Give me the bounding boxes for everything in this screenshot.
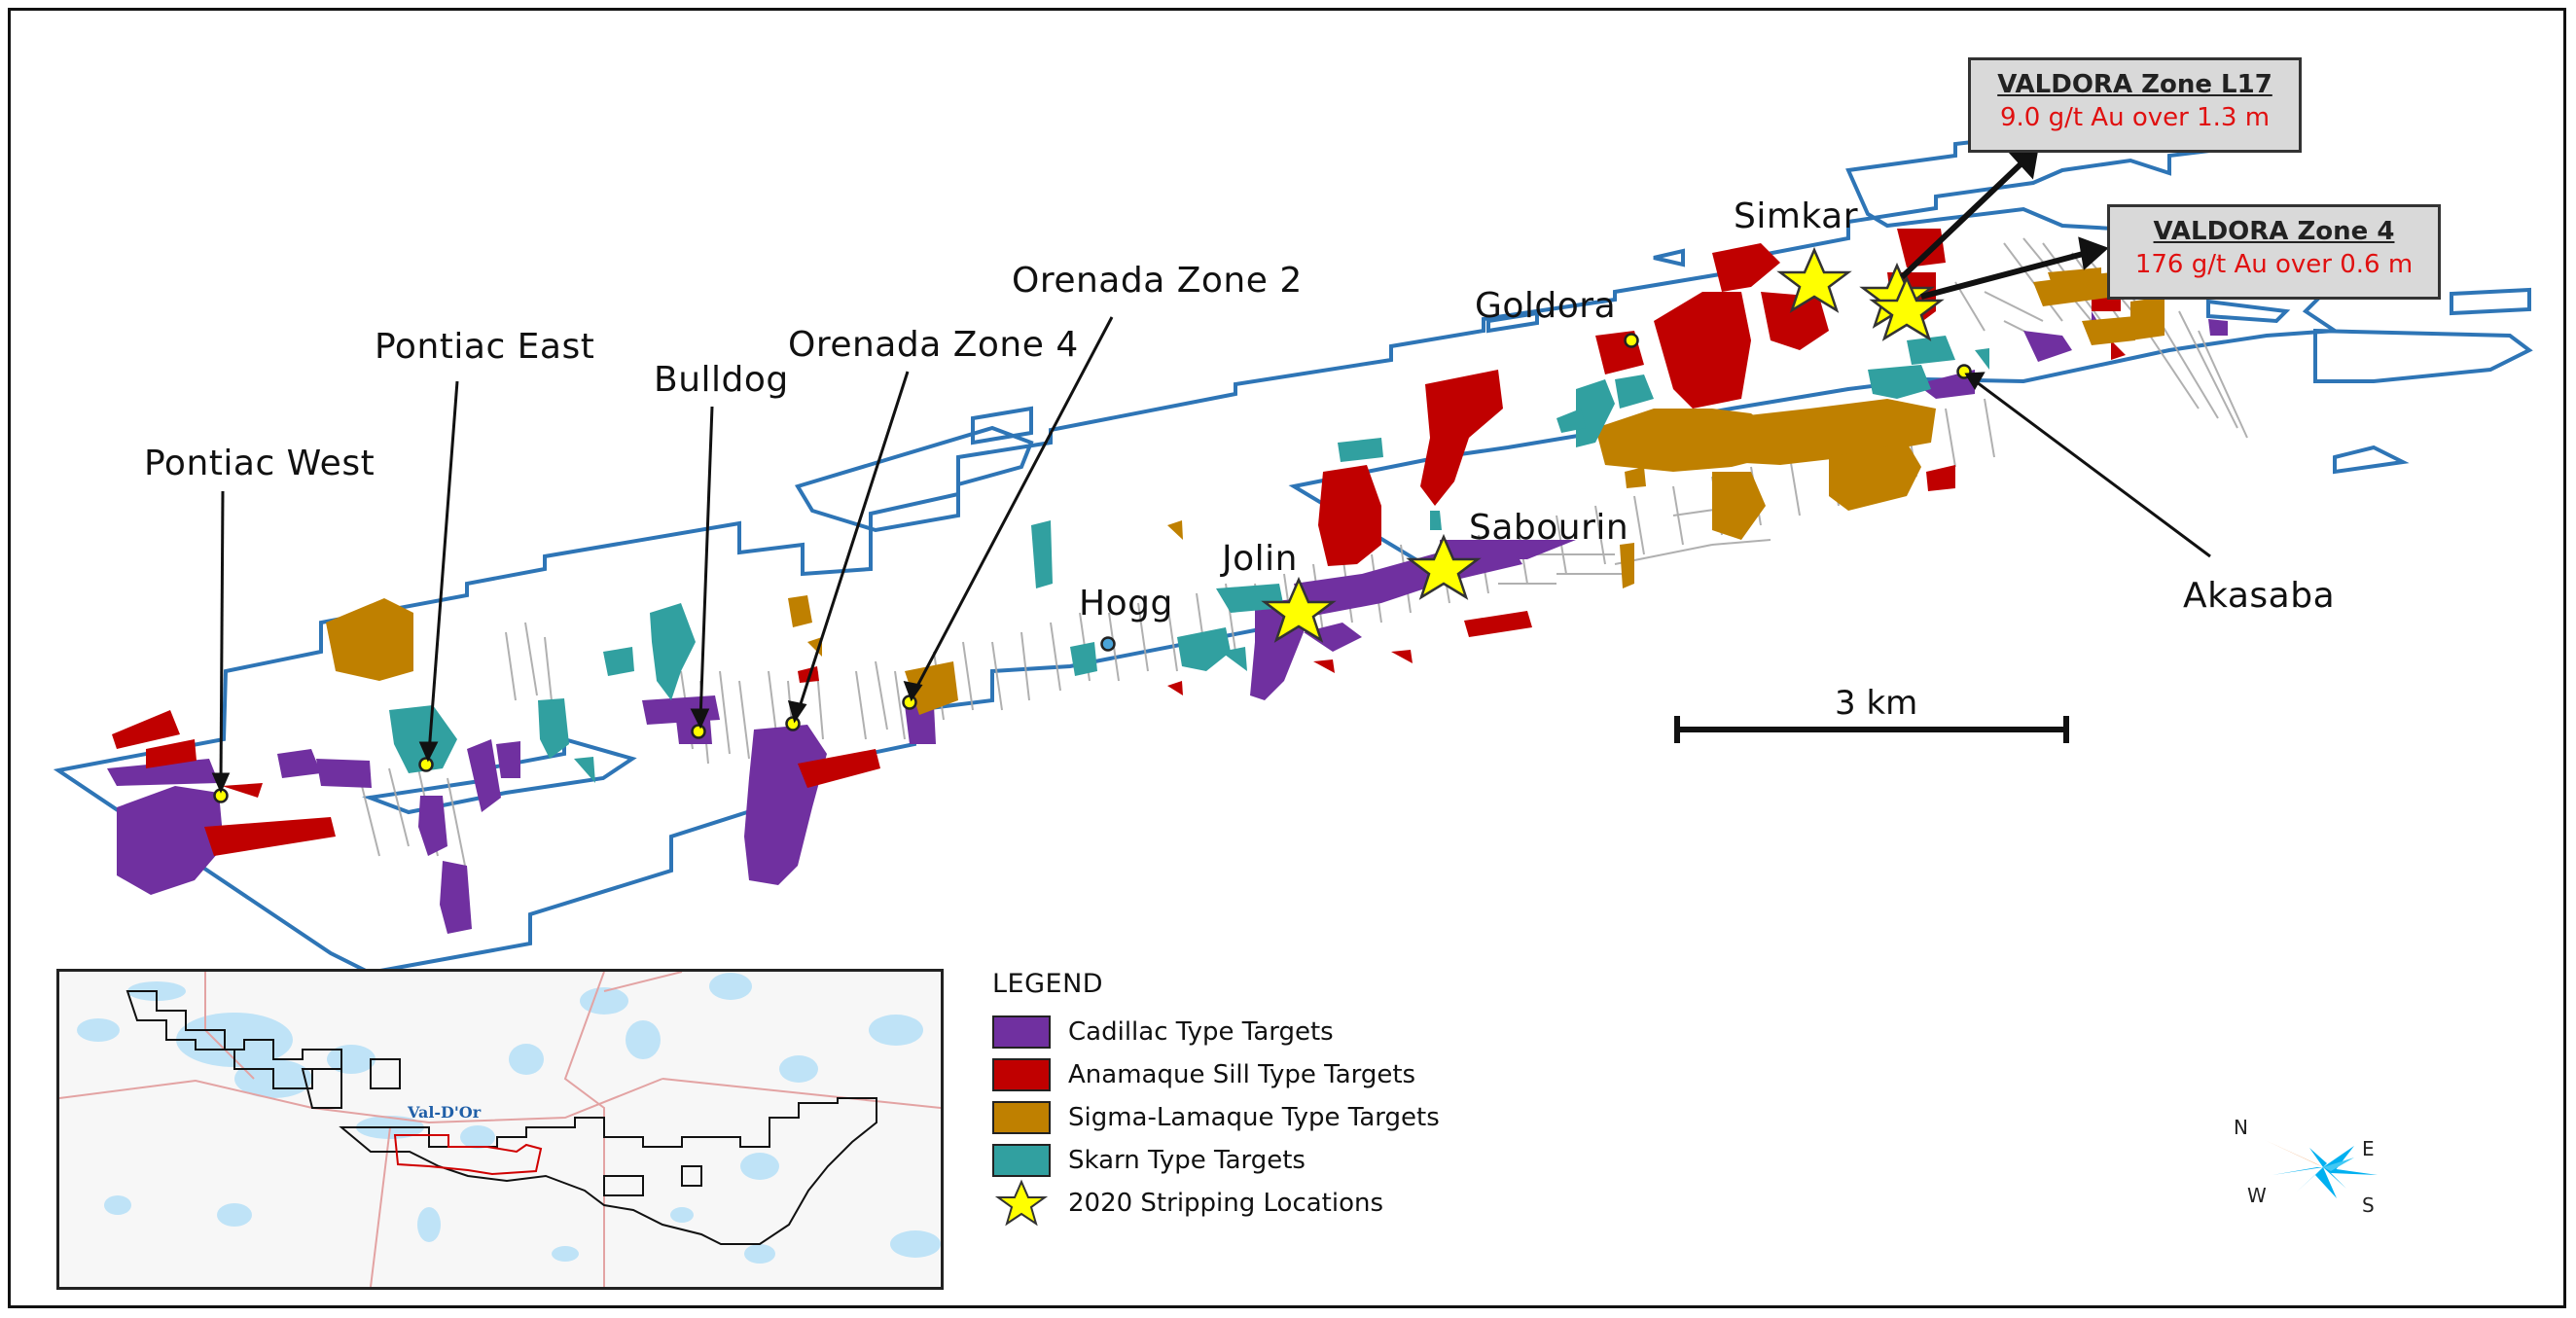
sample-point-pontiac-east bbox=[418, 757, 434, 772]
legend-swatch-anamaque bbox=[992, 1058, 1051, 1091]
legend-label-cadillac: Cadillac Type Targets bbox=[1068, 1017, 1334, 1047]
inset-map: Val-D'Or bbox=[56, 969, 944, 1290]
inset-town-label: Val-D'Or bbox=[407, 1103, 482, 1122]
star-jolin bbox=[1261, 576, 1337, 643]
compass-e: E bbox=[2362, 1137, 2375, 1160]
label-goldora: Goldora bbox=[1475, 286, 1616, 326]
legend-item-sigma-lamaque: Sigma-Lamaque Type Targets bbox=[992, 1096, 1537, 1139]
callout-valdora-l17: VALDORA Zone L17 9.0 g/t Au over 1.3 m bbox=[1968, 57, 2302, 153]
label-jolin: Jolin bbox=[1220, 539, 1298, 579]
leader-lines bbox=[211, 316, 2211, 794]
legend-swatch-sigma-lamaque bbox=[992, 1101, 1051, 1134]
label-orenada-zone-4: Orenada Zone 4 bbox=[788, 325, 1079, 365]
sample-point-orenada-4 bbox=[785, 716, 801, 731]
sample-point-bulldog bbox=[691, 724, 706, 739]
stripping-locations bbox=[1261, 246, 1945, 643]
label-hogg: Hogg bbox=[1079, 584, 1173, 623]
legend-label-skarn: Skarn Type Targets bbox=[1068, 1146, 1306, 1175]
sigma-lamaque-targets bbox=[326, 267, 2165, 715]
callout-l17-value: 9.0 g/t Au over 1.3 m bbox=[1999, 103, 2271, 132]
label-simkar: Simkar bbox=[1734, 196, 1858, 236]
target-bodies bbox=[107, 229, 2228, 934]
callout-l17-title: VALDORA Zone L17 bbox=[1997, 70, 2272, 99]
label-akasaba: Akasaba bbox=[2183, 576, 2335, 616]
inset-val-dor-block bbox=[393, 1134, 543, 1176]
inset-claims-outline bbox=[125, 990, 877, 1245]
inset-roads bbox=[59, 972, 941, 1287]
anamaque-targets bbox=[112, 229, 2126, 856]
callout-zone4-title: VALDORA Zone 4 bbox=[2153, 217, 2395, 246]
legend-item-anamaque: Anamaque Sill Type Targets bbox=[992, 1053, 1537, 1096]
compass-s: S bbox=[2362, 1193, 2375, 1217]
callout-zone4-value: 176 g/t Au over 0.6 m bbox=[2134, 250, 2414, 279]
legend-label-anamaque: Anamaque Sill Type Targets bbox=[1068, 1060, 1416, 1089]
legend-label-sigma-lamaque: Sigma-Lamaque Type Targets bbox=[1068, 1103, 1440, 1132]
skarn-targets bbox=[389, 336, 1989, 783]
legend-item-cadillac: Cadillac Type Targets bbox=[992, 1011, 1537, 1053]
star-zone4 bbox=[1869, 274, 1945, 341]
legend-item-stripping: 2020 Stripping Locations bbox=[992, 1179, 1537, 1227]
legend-swatch-cadillac bbox=[992, 1015, 1051, 1049]
callout-valdora-zone4: VALDORA Zone 4 176 g/t Au over 0.6 m bbox=[2107, 204, 2441, 300]
scale-bar: 3 km bbox=[1674, 684, 2069, 743]
map-frame bbox=[8, 8, 2566, 1308]
legend-star-icon bbox=[994, 1179, 1049, 1227]
label-orenada-zone-2: Orenada Zone 2 bbox=[1012, 261, 1303, 301]
legend: LEGEND Cadillac Type Targets Anamaque Si… bbox=[992, 969, 1537, 1227]
label-sabourin: Sabourin bbox=[1469, 508, 1628, 548]
site-labels: Pontiac West Pontiac East Bulldog Orenad… bbox=[144, 196, 2335, 623]
sample-point-goldora bbox=[1624, 333, 1639, 348]
sample-point-orenada-2 bbox=[902, 695, 917, 710]
label-pontiac-west: Pontiac West bbox=[144, 444, 375, 483]
legend-swatch-skarn bbox=[992, 1144, 1051, 1177]
compass-rose: N E W S bbox=[2234, 1116, 2378, 1217]
legend-label-stripping: 2020 Stripping Locations bbox=[1068, 1189, 1384, 1218]
inset-map-graphic: Val-D'Or bbox=[59, 972, 941, 1287]
label-pontiac-east: Pontiac East bbox=[375, 327, 594, 367]
drill-hole-traces bbox=[359, 237, 2248, 867]
legend-title: LEGEND bbox=[992, 969, 1104, 999]
label-bulldog: Bulldog bbox=[654, 360, 789, 400]
compass-n: N bbox=[2234, 1116, 2248, 1139]
compass-w: W bbox=[2247, 1184, 2267, 1207]
scale-bar-label: 3 km bbox=[1835, 684, 1917, 723]
legend-item-skarn: Skarn Type Targets bbox=[992, 1139, 1537, 1182]
star-simkar bbox=[1776, 246, 1852, 313]
star-sabourin bbox=[1406, 533, 1482, 600]
sample-point-hogg bbox=[1100, 636, 1116, 652]
callout-arrows bbox=[1899, 147, 2109, 300]
